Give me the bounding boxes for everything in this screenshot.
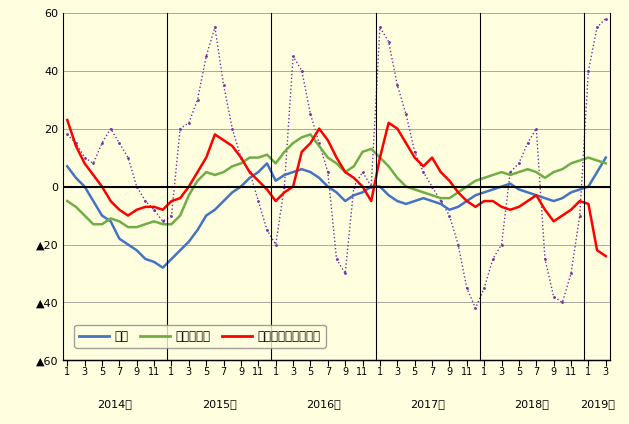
Text: 2015年: 2015年 bbox=[202, 399, 237, 409]
Text: 2017年: 2017年 bbox=[410, 399, 445, 409]
Text: 2016年: 2016年 bbox=[306, 399, 341, 409]
Text: 2018年: 2018年 bbox=[515, 399, 549, 409]
Text: 2019年: 2019年 bbox=[580, 399, 615, 409]
Legend: 持家, 分譲一戸建, 分譲マンション貸家: 持家, 分譲一戸建, 分譲マンション貸家 bbox=[74, 325, 326, 348]
Text: 2014年: 2014年 bbox=[97, 399, 133, 409]
